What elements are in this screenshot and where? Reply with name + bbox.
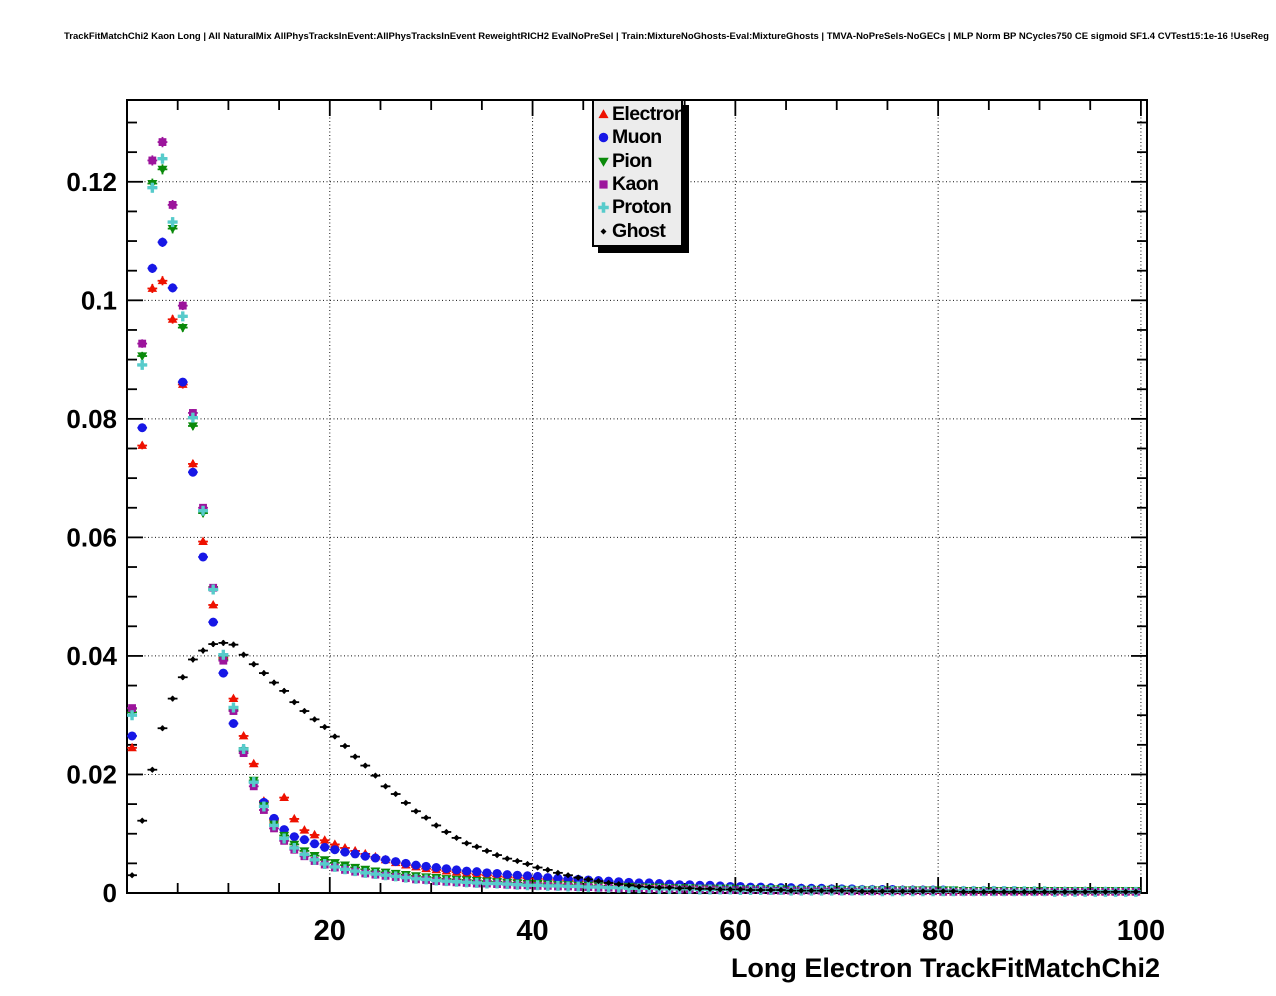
x-axis-title: Long Electron TrackFitMatchChi2 [731,953,1160,983]
data-points [127,136,1141,897]
y-tick-label: 0.12 [66,167,117,197]
pion-marker-icon [598,157,609,167]
y-tick-label: 0.04 [66,641,117,671]
y-tick-label: 0.06 [66,522,117,552]
data-points-electron [127,275,1141,896]
legend-label: Ghost [612,219,666,242]
y-tick-label: 0.08 [66,404,117,434]
muon-marker-icon [598,133,609,143]
data-points-kaon [127,136,1141,896]
data-points-ghost [127,639,1141,895]
x-tick-label: 80 [922,915,954,947]
legend-label: Electron [612,102,686,125]
legend-entry-pion: Pion [596,150,681,173]
legend-entry-kaon: Kaon [596,173,681,196]
legend-label: Kaon [612,172,659,195]
plot-title: TrackFitMatchChi2 Kaon Long | All Natura… [64,31,1269,42]
kaon-marker-icon [599,180,608,189]
legend-entry-ghost: Ghost [596,220,681,243]
legend-entry-proton: Proton [596,196,681,219]
legend-label: Proton [612,196,672,219]
ghost-marker-icon [600,228,607,235]
data-points-pion [127,164,1141,896]
y-tick-label: 0.02 [66,759,117,789]
x-tick-label: 60 [719,915,751,947]
y-tick-label: 0.1 [81,285,117,315]
legend-label: Pion [612,149,652,172]
gridlines [127,100,1147,893]
y-tick-label: 0 [103,878,117,908]
data-points-muon [127,237,1141,897]
axis-tick-labels: 20 40 60 80 100 0 0.02 0.04 0.06 0.08 0.1 0.12 [66,167,1165,947]
legend-entry-electron: Electron [596,103,686,126]
legend-label: Muon [612,126,662,149]
x-tick-label: 100 [1117,915,1165,947]
legend-entry-muon: Muon [596,126,681,149]
x-tick-label: 40 [516,915,548,947]
x-tick-label: 20 [314,915,346,947]
electron-marker-icon [598,109,609,119]
proton-marker-icon [598,202,609,214]
legend: Electron Muon Pion Kaon Proton Ghost [592,99,686,247]
data-points-proton [127,153,1141,897]
